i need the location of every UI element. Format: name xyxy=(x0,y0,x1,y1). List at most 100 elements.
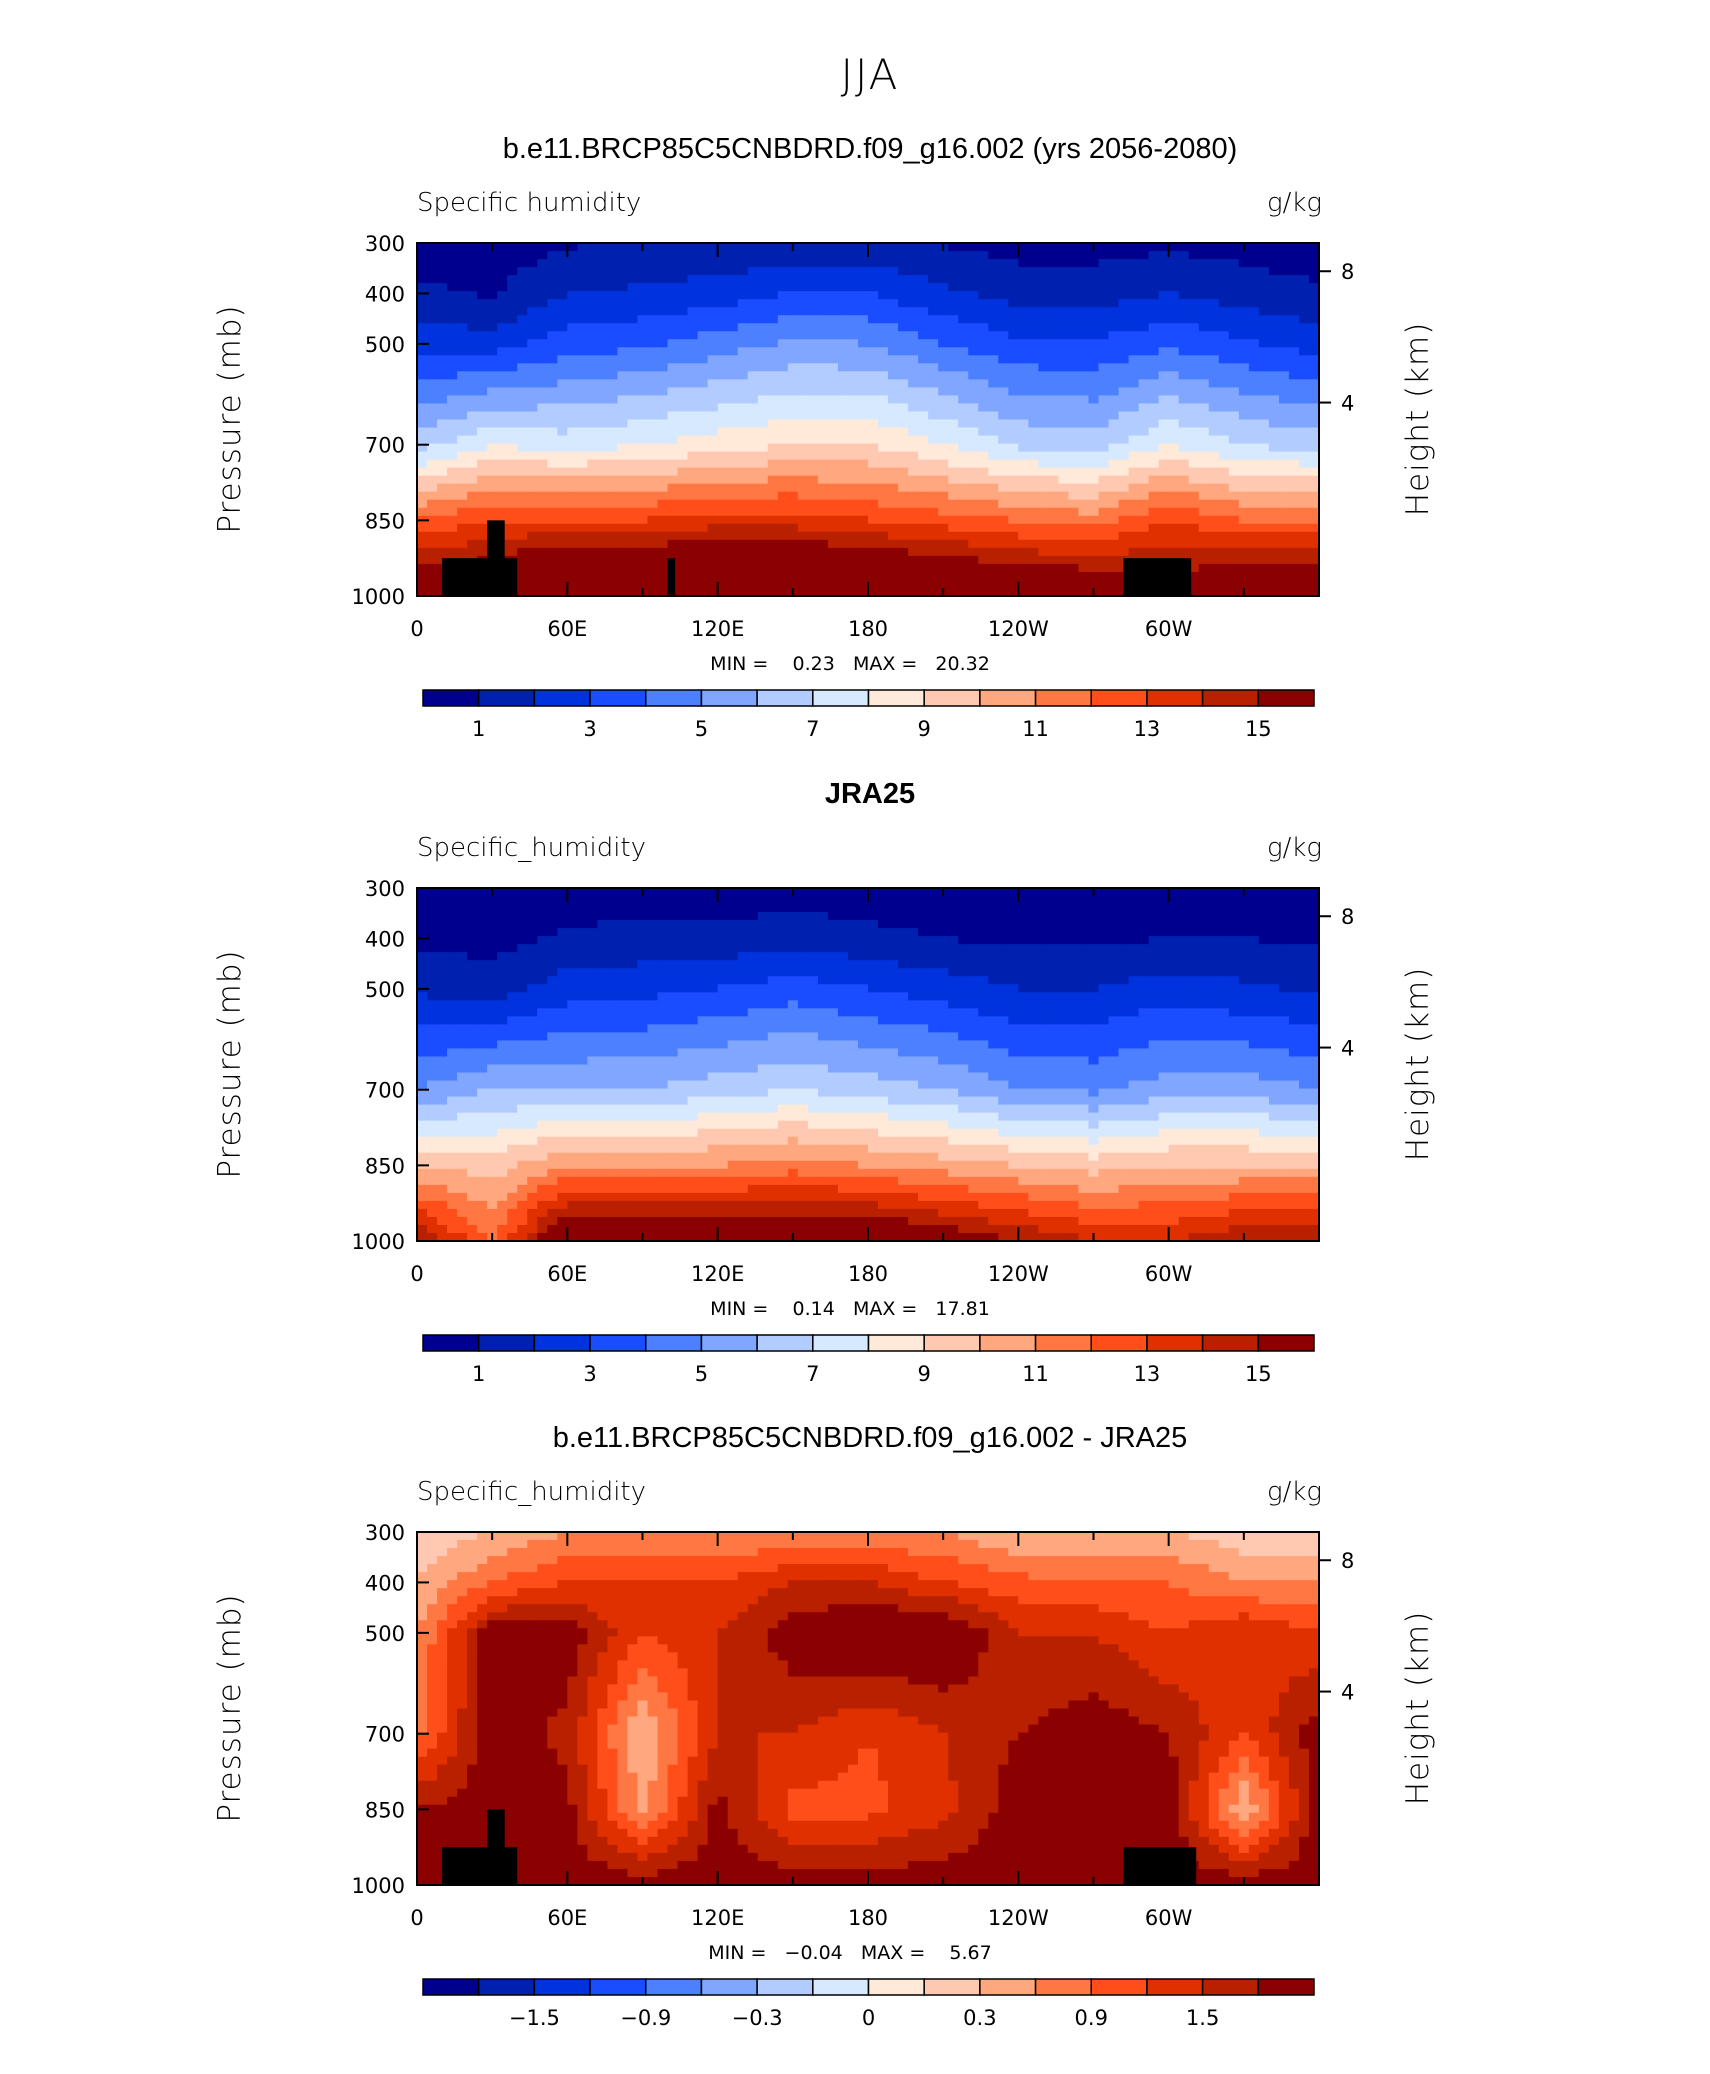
contour-cell xyxy=(958,363,969,372)
contour-cell xyxy=(1208,331,1220,340)
contour-cell xyxy=(567,371,578,380)
contour-cell xyxy=(1118,515,1130,525)
contour-cell xyxy=(837,347,849,356)
contour-cell xyxy=(807,347,819,356)
contour-cell xyxy=(547,904,558,913)
contour-cell xyxy=(817,960,829,969)
contour-cell xyxy=(437,960,448,969)
contour-cell xyxy=(938,579,949,589)
contour-cell xyxy=(597,419,609,429)
contour-cell xyxy=(597,275,609,284)
contour-cell xyxy=(1268,339,1280,348)
contour-cell xyxy=(637,515,649,525)
contour-cell xyxy=(998,499,1009,509)
contour-cell xyxy=(1208,491,1220,501)
contour-cell xyxy=(517,475,528,485)
contour-cell xyxy=(1038,427,1049,437)
contour-cell xyxy=(1218,475,1230,485)
contour-cell xyxy=(717,888,729,897)
contour-cell xyxy=(1078,515,1090,525)
contour-cell xyxy=(807,339,819,348)
contour-cell xyxy=(1148,912,1160,921)
contour-cell xyxy=(1038,283,1049,292)
contour-cell xyxy=(888,571,899,581)
contour-cell xyxy=(647,523,659,533)
contour-cell xyxy=(737,267,749,276)
contour-cell xyxy=(817,587,829,597)
contour-cell xyxy=(487,379,498,389)
contour-cell xyxy=(487,395,498,405)
contour-cell xyxy=(657,571,669,581)
contour-cell xyxy=(1038,451,1049,461)
contour-cell xyxy=(1188,896,1200,905)
contour-cell xyxy=(1188,483,1200,493)
contour-cell xyxy=(1198,403,1210,413)
contour-cell xyxy=(467,451,478,461)
contour-cell xyxy=(958,571,969,581)
contour-cell xyxy=(477,491,488,501)
contour-cell xyxy=(817,283,829,292)
contour-cell xyxy=(928,952,939,961)
contour-cell xyxy=(627,443,639,453)
contour-cell xyxy=(1228,451,1240,461)
contour-cell xyxy=(417,459,428,469)
contour-cell xyxy=(1158,355,1170,364)
contour-cell xyxy=(928,355,939,364)
contour-cell xyxy=(507,896,518,905)
contour-cell xyxy=(717,491,729,501)
contour-cell xyxy=(1028,403,1039,413)
contour-cell xyxy=(717,539,729,549)
contour-cell xyxy=(1228,387,1240,397)
contour-cell xyxy=(687,523,699,533)
contour-cell xyxy=(1028,571,1039,581)
contour-cell xyxy=(1018,307,1029,316)
contour-cell xyxy=(1298,579,1310,589)
contour-cell xyxy=(797,299,809,308)
contour-cell xyxy=(687,259,699,268)
contour-cell xyxy=(447,936,458,945)
contour-cell xyxy=(1278,912,1290,921)
contour-cell xyxy=(1188,507,1200,517)
contour-cell xyxy=(577,331,588,340)
contour-cell xyxy=(1048,435,1060,445)
contour-cell xyxy=(1218,571,1230,581)
contour-cell xyxy=(467,904,478,913)
contour-cell xyxy=(707,339,719,348)
contour-cell xyxy=(577,267,588,276)
contour-cell xyxy=(1228,395,1240,405)
contour-cell xyxy=(1088,507,1100,517)
contour-cell xyxy=(637,331,649,340)
contour-cell xyxy=(637,259,649,268)
contour-cell xyxy=(567,944,578,953)
contour-cell xyxy=(1078,936,1090,945)
colorbar-swatch xyxy=(1034,689,1092,707)
contour-cell xyxy=(807,443,819,453)
contour-cell xyxy=(777,587,789,597)
contour-cell xyxy=(707,411,719,421)
contour-cell xyxy=(647,403,659,413)
contour-cell xyxy=(427,888,438,897)
contour-cell xyxy=(797,243,809,252)
contour-cell xyxy=(1138,299,1150,308)
colorbar-label: 3 xyxy=(583,717,596,741)
contour-cell xyxy=(627,275,639,284)
contour-cell xyxy=(687,467,699,477)
contour-cell xyxy=(587,475,598,485)
contour-cell xyxy=(918,571,929,581)
contour-cell xyxy=(767,315,779,324)
contour-cell xyxy=(817,555,829,565)
contour-cell xyxy=(1078,379,1090,389)
contour-cell xyxy=(1068,435,1080,445)
contour-cell xyxy=(637,315,649,324)
contour-cell xyxy=(427,579,438,589)
contour-cell xyxy=(757,251,769,260)
contour-cell xyxy=(587,467,598,477)
contour-cell xyxy=(807,315,819,324)
contour-cell xyxy=(1048,896,1060,905)
contour-cell xyxy=(898,475,909,485)
contour-cell xyxy=(1308,587,1320,597)
contour-cell xyxy=(1078,451,1090,461)
contour-cell xyxy=(1048,291,1060,300)
contour-cell xyxy=(787,531,799,541)
contour-cell xyxy=(647,259,659,268)
